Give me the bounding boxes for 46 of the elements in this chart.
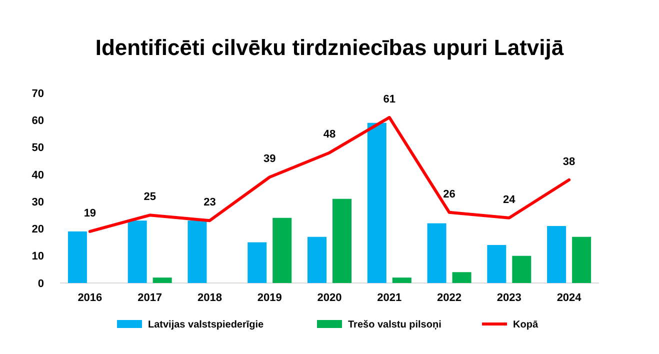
data-label: 19 [84,207,96,220]
data-label: 38 [562,156,576,168]
x-tick-label: 2020 [317,292,342,304]
bar [188,220,207,283]
bar [392,278,412,283]
data-label: 26 [443,188,456,200]
y-tick-label: 0 [38,278,44,290]
legend-label: Latvijas valstspiederīgie [148,320,264,330]
data-label: 24 [503,194,516,206]
bar [152,278,172,283]
data-label: 39 [263,153,276,166]
y-tick-label: 30 [32,196,44,208]
bar [572,236,592,283]
data-label: 25 [144,191,156,204]
y-tick-label: 60 [32,114,44,127]
data-label: 48 [323,128,336,141]
x-tick-label: 2019 [257,292,282,304]
bar [452,272,472,283]
x-tick-label: 2018 [197,292,222,304]
bar [308,236,326,283]
y-tick-label: 40 [32,169,44,182]
bar [487,245,506,283]
bar [512,256,532,283]
bar [68,231,87,283]
y-tick-label: 20 [32,224,44,236]
x-tick-label: 2022 [437,292,462,304]
bar [272,218,292,283]
data-label: 61 [383,93,396,106]
data-label: 23 [204,196,216,209]
y-tick-label: 70 [32,88,44,100]
bar [367,122,386,283]
legend-label: Trešo valstu pilsoņi [348,320,442,330]
x-tick-label: 2016 [78,292,102,304]
bar [427,223,446,283]
x-tick-label: 2017 [138,292,162,304]
y-tick-label: 10 [32,250,44,263]
bar [547,226,566,283]
bar [128,220,147,283]
x-tick-label: 2021 [377,292,402,304]
x-tick-label: 2023 [496,292,522,304]
y-tick-label: 50 [32,142,44,154]
legend-label: Kopā [513,320,538,330]
bar [248,242,267,283]
x-tick-label: 2024 [556,292,582,304]
chart-title: Identificēti cilvēku tirdzniecības upuri Latvijā [95,35,564,60]
bar [332,198,352,283]
